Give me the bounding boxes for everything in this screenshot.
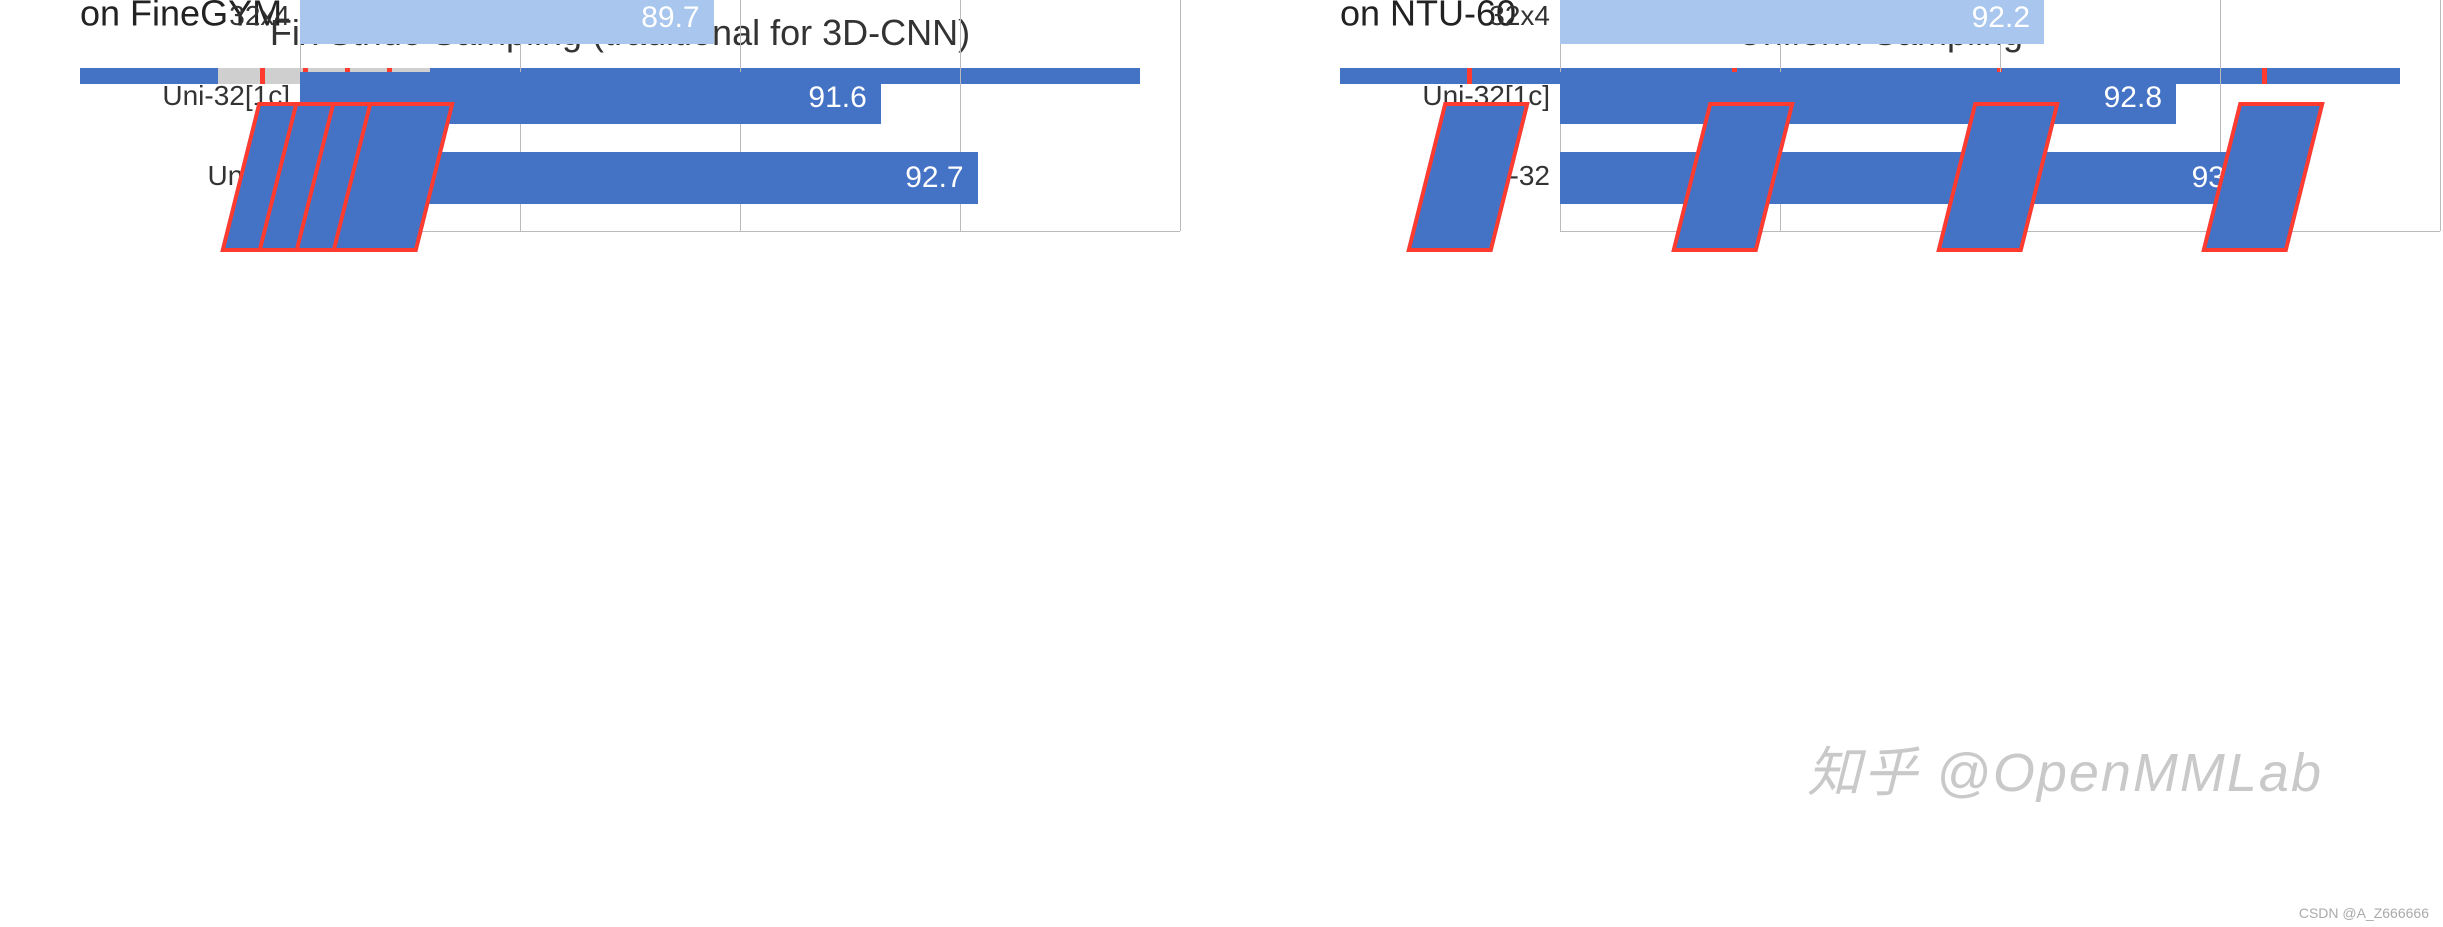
watermark-csdn: CSDN @A_Z666666: [2299, 905, 2429, 921]
gridline: [2440, 0, 2441, 231]
bar: 92.2: [1560, 0, 2044, 44]
bar: 92.8: [1560, 72, 2176, 124]
panel-uniform: Uniform Sampling Top-1 on NTU-60 Fix Str…: [1280, 0, 2443, 274]
watermark-zhihu: 知乎 @OpenMMLab: [1807, 728, 2323, 807]
gridline: [1180, 0, 1181, 231]
category-label: 32x4: [140, 0, 290, 32]
bar: 93.2: [1560, 152, 2264, 204]
bar: 89.7: [300, 0, 714, 44]
category-label: 32x4: [1400, 0, 1550, 32]
frame-icon: [1406, 102, 1529, 252]
panel-fix-stride: Fix Stride Sampling (traditional for 3D-…: [20, 0, 1220, 274]
